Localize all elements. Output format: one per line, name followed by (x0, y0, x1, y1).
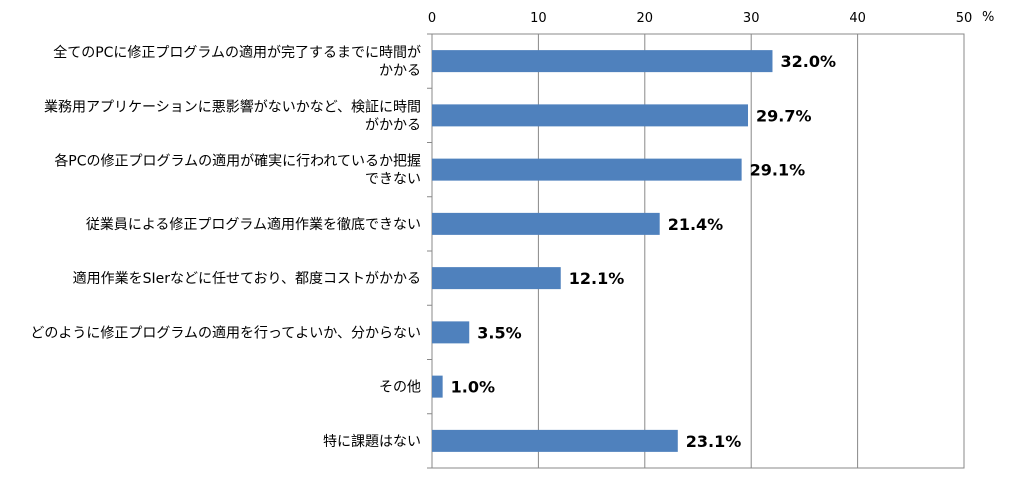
tick-label-20: 20 (637, 11, 654, 26)
tick-label-50: 50 (956, 11, 973, 26)
bar-2 (432, 158, 742, 181)
unit-label: % (982, 10, 994, 25)
bar-7 (432, 429, 678, 452)
tick-label-0: 0 (428, 11, 436, 26)
value-labels: 32.0% 29.7% 29.1% 21.4% 12.1% 3.5% 1.0% 23.1% (451, 52, 836, 451)
data-label-7: 23.1% (686, 432, 742, 451)
tick-label-10: 10 (530, 11, 547, 26)
tick-label-40: 40 (849, 11, 866, 26)
category-labels: 全てのPCに修正プログラムの適用が完了するまでに時間がかかる業務用アプリケーショ… (30, 44, 421, 450)
data-label-3: 21.4% (668, 215, 724, 234)
bar-0 (432, 50, 773, 73)
category-label-0: 全てのPCに修正プログラムの適用が完了するまでに時間がかかる (53, 44, 421, 79)
bar-1 (432, 104, 749, 127)
bar-series (432, 50, 773, 452)
data-label-0: 32.0% (780, 52, 836, 71)
data-label-2: 29.1% (750, 161, 806, 180)
bar-3 (432, 212, 660, 235)
plot-area (431, 33, 965, 469)
bar-6 (432, 375, 443, 398)
x-axis-ticks: 0 10 20 30 40 50 (428, 11, 972, 26)
data-label-5: 3.5% (477, 323, 521, 342)
category-label-2: 各PCの修正プログラムの適用が確実に行われているか把握できない (54, 153, 421, 188)
data-label-6: 1.0% (451, 378, 495, 397)
category-label-7: 特に課題はない (323, 434, 421, 450)
tick-label-30: 30 (743, 11, 760, 26)
category-label-3: 従業員による修正プログラム適用作業を徹底できない (86, 216, 421, 233)
data-label-4: 12.1% (569, 269, 625, 288)
bar-4 (432, 267, 561, 290)
category-label-1: 業務用アプリケーションに悪影響がないかなど、検証に時間がかかる (44, 98, 421, 133)
data-label-1: 29.7% (756, 106, 812, 125)
category-label-6: その他 (379, 380, 421, 396)
category-label-4: 適用作業をSIerなどに任せており、都度コストがかかる (73, 270, 421, 287)
category-label-5: どのように修正プログラムの適用を行ってよいか、分からない (30, 324, 421, 341)
bar-5 (432, 321, 470, 344)
